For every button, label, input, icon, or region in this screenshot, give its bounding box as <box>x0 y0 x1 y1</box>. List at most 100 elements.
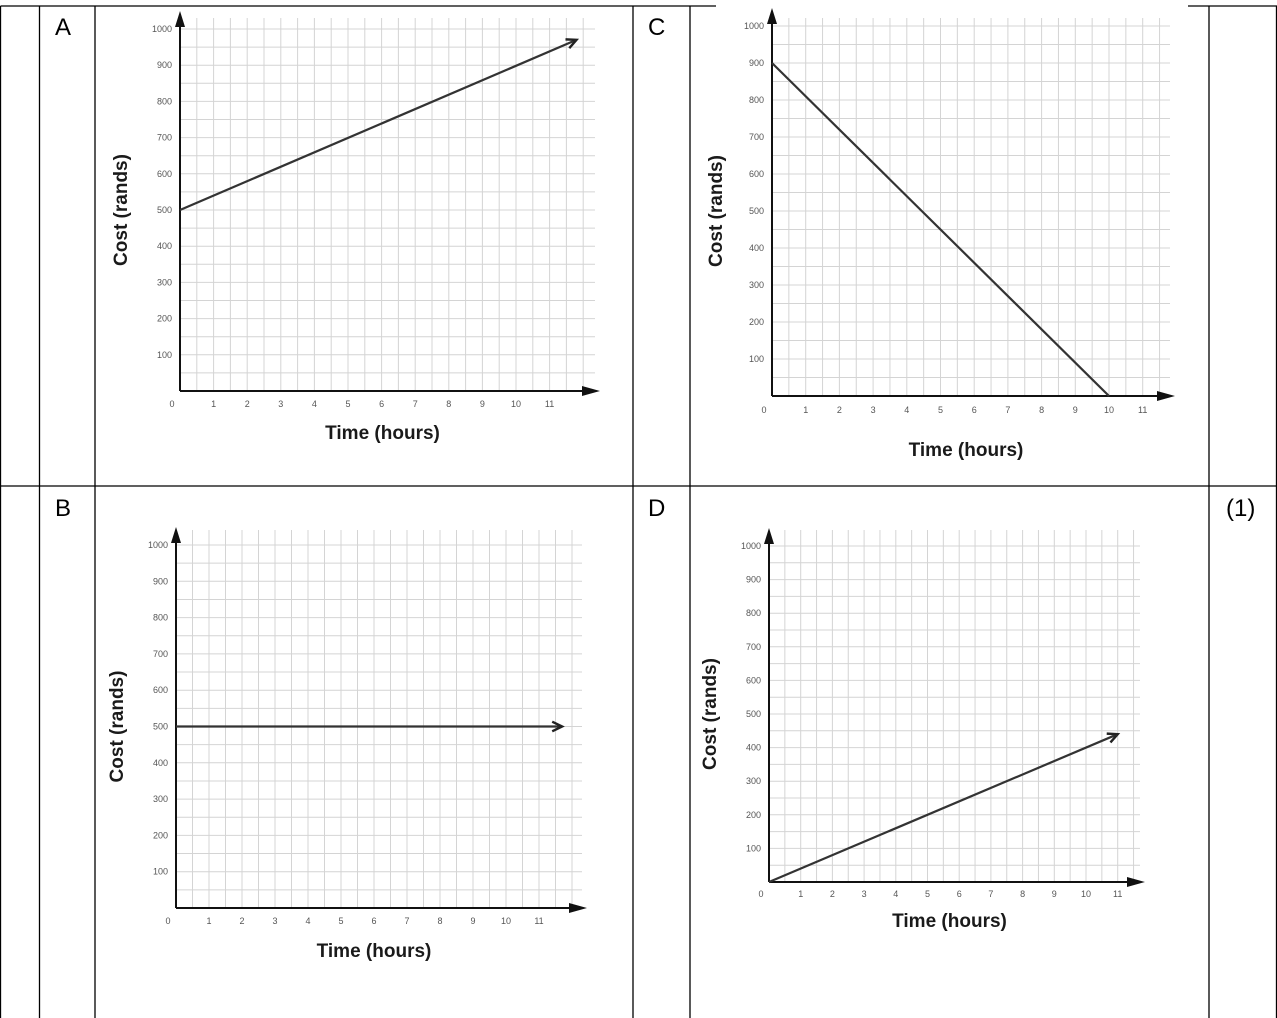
x-tick-label: 10 <box>511 399 521 409</box>
y-tick-label: 900 <box>749 58 764 68</box>
y-tick-label: 400 <box>746 743 761 753</box>
y-tick-label: 200 <box>746 810 761 820</box>
x-tick-label: 0 <box>761 405 766 415</box>
x-tick-label: 10 <box>501 916 511 926</box>
x-tick-label: 3 <box>278 399 283 409</box>
y-tick-label: 600 <box>746 675 761 685</box>
y-axis-arrowhead <box>175 11 185 27</box>
x-tick-label: 9 <box>1052 889 1057 899</box>
chart-a: 0 1 2 3 4 5 6 7 8 9 10 11 100 200 300 400 500 600 700 800 90… <box>111 11 600 444</box>
chart-d: 0 1 2 3 4 5 6 7 8 9 10 11 100 200 300 400 500 600 700 800 90… <box>700 528 1145 932</box>
y-tick-label: 300 <box>157 277 172 287</box>
y-tick-label: 800 <box>746 608 761 618</box>
x-tick-label: 1 <box>206 916 211 926</box>
y-tick-label: 100 <box>746 843 761 853</box>
x-tick-label: 6 <box>371 916 376 926</box>
x-axis-arrowhead <box>1127 877 1145 887</box>
y-tick-label: 200 <box>749 317 764 327</box>
option-letter-c: C <box>648 14 665 41</box>
y-tick-label: 500 <box>153 722 168 732</box>
y-tick-label: 900 <box>157 60 172 70</box>
y-tick-label: 500 <box>749 206 764 216</box>
y-axis-arrowhead <box>764 528 774 544</box>
x-tick-label: 6 <box>957 889 962 899</box>
y-axis-arrowhead <box>767 8 777 24</box>
x-tick-label: 4 <box>305 916 310 926</box>
y-tick-label: 200 <box>157 314 172 324</box>
x-tick-label: 7 <box>413 399 418 409</box>
y-axis-title: Cost (rands) <box>706 155 727 267</box>
x-axis-title: Time (hours) <box>325 423 440 444</box>
series-arrowhead <box>565 38 580 49</box>
x-tick-label: 3 <box>862 889 867 899</box>
y-tick-label: 400 <box>157 241 172 251</box>
y-tick-label: 500 <box>157 205 172 215</box>
chart-c: 0 1 2 3 4 5 6 7 8 9 10 11 100 200 300 400 500 600 700 800 90… <box>706 8 1175 461</box>
x-tick-label: 2 <box>245 399 250 409</box>
series-line <box>771 62 1110 397</box>
x-axis-arrowhead <box>1157 391 1175 401</box>
y-tick-label: 700 <box>749 132 764 142</box>
y-tick-label: 800 <box>153 613 168 623</box>
marks-label: (1) <box>1226 495 1255 522</box>
series-arrowhead <box>551 720 565 733</box>
y-tick-label: 200 <box>153 830 168 840</box>
x-tick-label: 2 <box>830 889 835 899</box>
series-line <box>179 39 576 212</box>
x-tick-label: 11 <box>1138 405 1147 415</box>
x-tick-label: 2 <box>239 916 244 926</box>
x-tick-label: 10 <box>1104 405 1114 415</box>
y-tick-label: 700 <box>746 642 761 652</box>
y-tick-label: 700 <box>153 649 168 659</box>
option-letter-b: B <box>55 495 71 522</box>
x-tick-label: 4 <box>312 399 317 409</box>
x-tick-label: 3 <box>272 916 277 926</box>
y-tick-label: 700 <box>157 133 172 143</box>
y-tick-label: 100 <box>749 354 764 364</box>
x-tick-label: 11 <box>534 916 543 926</box>
x-tick-label: 9 <box>1073 405 1078 415</box>
y-tick-label: 500 <box>746 709 761 719</box>
x-tick-label: 10 <box>1081 889 1091 899</box>
series-line <box>768 733 1117 884</box>
y-tick-label: 1000 <box>744 21 764 31</box>
x-axis-title: Time (hours) <box>909 440 1024 461</box>
x-tick-label: 5 <box>338 916 343 926</box>
x-tick-label: 11 <box>1113 889 1122 899</box>
option-letter-d: D <box>648 495 665 522</box>
x-tick-label: 8 <box>446 399 451 409</box>
x-axis-title: Time (hours) <box>317 941 432 962</box>
y-tick-label: 400 <box>749 243 764 253</box>
x-tick-label: 5 <box>925 889 930 899</box>
y-axis-arrowhead <box>171 527 181 543</box>
x-tick-label: 5 <box>938 405 943 415</box>
x-tick-label: 8 <box>437 916 442 926</box>
y-tick-label: 300 <box>749 280 764 290</box>
y-axis-title: Cost (rands) <box>111 154 132 266</box>
x-tick-label: 8 <box>1020 889 1025 899</box>
x-tick-label: 6 <box>972 405 977 415</box>
y-tick-label: 800 <box>157 96 172 106</box>
y-tick-label: 100 <box>157 350 172 360</box>
x-tick-label: 1 <box>211 399 216 409</box>
y-tick-label: 300 <box>153 794 168 804</box>
y-tick-label: 600 <box>157 169 172 179</box>
x-tick-label: 6 <box>379 399 384 409</box>
y-tick-label: 100 <box>153 867 168 877</box>
y-tick-label: 600 <box>153 685 168 695</box>
y-tick-label: 1000 <box>148 540 168 550</box>
x-axis-arrowhead <box>582 386 600 396</box>
x-tick-label: 11 <box>545 399 554 409</box>
option-letter-a: A <box>55 14 71 41</box>
y-tick-label: 1000 <box>152 24 172 34</box>
x-tick-label: 2 <box>837 405 842 415</box>
y-axis-title: Cost (rands) <box>107 671 128 783</box>
x-tick-label: 0 <box>165 916 170 926</box>
x-tick-label: 8 <box>1039 405 1044 415</box>
x-axis-title: Time (hours) <box>892 911 1007 932</box>
x-tick-label: 0 <box>169 399 174 409</box>
y-tick-label: 900 <box>153 576 168 586</box>
chart-b: 0 1 2 3 4 5 6 7 8 9 10 11 100 200 300 400 500 600 700 800 90… <box>107 527 587 962</box>
y-tick-label: 900 <box>746 575 761 585</box>
